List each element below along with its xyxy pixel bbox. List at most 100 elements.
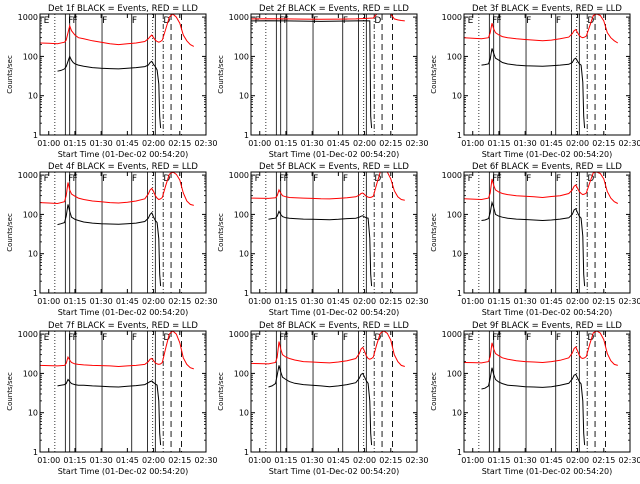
flag-label: F	[492, 174, 497, 184]
flag-label: E	[468, 333, 474, 343]
panel-det-4f: Det 4f BLACK = Events, RED = LLD Counts/s…	[6, 162, 218, 317]
x-tick-label: 01:45	[116, 139, 139, 148]
flag-label: D	[163, 333, 170, 343]
events-series-line	[481, 200, 586, 287]
panel-det-8f: Det 8f BLACK = Events, RED = LLD Counts/s…	[217, 321, 429, 476]
y-tick-label: 100	[234, 210, 249, 219]
x-tick-label: 01:15	[274, 139, 297, 148]
x-tick-label: 02:30	[618, 456, 640, 465]
plot-frame	[39, 330, 207, 453]
x-tick-label: 01:30	[301, 456, 324, 465]
x-tick-label: 01:00	[37, 297, 60, 306]
flag-label: F	[72, 174, 77, 184]
y-tick-label: 10	[28, 409, 38, 418]
y-tick-label: 10	[28, 250, 38, 259]
y-tick-label: 10	[452, 92, 462, 101]
events-series-line	[268, 365, 373, 446]
x-tick-label: 01:45	[540, 139, 563, 148]
plot-frame	[463, 13, 631, 136]
x-tick-label: 02:00	[142, 139, 165, 148]
x-tick-label: 02:15	[168, 139, 191, 148]
flag-label: F	[526, 174, 531, 184]
flag-label: F	[496, 333, 501, 343]
y-tick-label: 1	[244, 289, 249, 298]
flag-label: F	[556, 16, 561, 26]
x-tick-label: 01:15	[487, 456, 510, 465]
y-tick-label: 1000	[442, 330, 462, 339]
y-tick-label: 10	[452, 409, 462, 418]
y-tick-label: 1	[33, 448, 38, 457]
x-tick-label: 01:45	[540, 297, 563, 306]
x-tick-label: 02:15	[592, 456, 615, 465]
events-series-line	[481, 367, 586, 446]
y-axis-label: Counts/sec	[217, 55, 225, 94]
flag-label: E	[468, 16, 474, 26]
y-tick-label: 1000	[229, 330, 249, 339]
x-tick-label: 02:15	[379, 297, 402, 306]
lld-series-line	[251, 172, 405, 201]
y-tick-label: 1000	[18, 330, 38, 339]
x-tick-label: 02:30	[405, 456, 428, 465]
x-tick-label: 01:00	[37, 139, 60, 148]
flag-label: F	[492, 333, 497, 343]
y-tick-label: 10	[239, 409, 249, 418]
x-tick-label: 01:45	[327, 456, 350, 465]
x-tick-label: 02:00	[566, 456, 589, 465]
events-series-line	[268, 210, 373, 287]
flag-label: F	[313, 333, 318, 343]
flag-label: D	[587, 16, 594, 26]
flag-label: F	[526, 333, 531, 343]
y-tick-label: 1	[33, 289, 38, 298]
flag-label: D	[374, 16, 381, 26]
flag-label: F	[279, 174, 284, 184]
x-axis-label: Start Time (01-Dec-02 00:54:20)	[269, 150, 400, 159]
y-tick-label: 100	[234, 369, 249, 378]
panel-title: Det 2f BLACK = Events, RED = LLD	[259, 4, 409, 14]
flag-label: F	[526, 16, 531, 26]
x-tick-label: 01:45	[327, 139, 350, 148]
flag-label: F	[279, 333, 284, 343]
x-axis-label: Start Time (01-Dec-02 00:54:20)	[269, 308, 400, 317]
y-axis-label: Counts/sec	[430, 213, 438, 252]
lld-series-line	[40, 331, 194, 370]
x-tick-label: 01:00	[461, 297, 484, 306]
x-tick-label: 02:30	[194, 456, 217, 465]
panel-det-9f: Det 9f BLACK = Events, RED = LLD Counts/s…	[430, 321, 640, 476]
flag-label: F	[313, 174, 318, 184]
x-tick-label: 02:30	[618, 139, 640, 148]
x-tick-label: 02:15	[592, 297, 615, 306]
y-axis-label: Counts/sec	[430, 372, 438, 411]
y-tick-label: 100	[447, 52, 462, 61]
y-axis-label: Counts/sec	[6, 372, 14, 411]
flag-label: D	[374, 333, 381, 343]
x-tick-label: 02:00	[353, 297, 376, 306]
y-tick-label: 10	[239, 92, 249, 101]
y-tick-label: 1	[244, 131, 249, 140]
x-tick-label: 02:00	[353, 139, 376, 148]
flag-label: F	[492, 16, 497, 26]
panel-title: Det 6f BLACK = Events, RED = LLD	[472, 162, 622, 172]
x-tick-label: 01:30	[90, 297, 113, 306]
lld-series-line	[40, 14, 195, 47]
panel-title: Det 1f BLACK = Events, RED = LLD	[48, 4, 198, 14]
flag-label: F	[132, 333, 137, 343]
flag-label: F	[283, 333, 288, 343]
flag-label: F	[72, 16, 77, 26]
x-tick-label: 01:45	[327, 297, 350, 306]
x-tick-label: 02:00	[142, 456, 165, 465]
x-axis-label: Start Time (01-Dec-02 00:54:20)	[58, 467, 189, 476]
x-tick-label: 02:00	[142, 297, 165, 306]
flag-label: F	[343, 174, 348, 184]
y-tick-label: 1000	[229, 13, 249, 22]
y-tick-label: 1000	[229, 171, 249, 180]
lld-series-line	[251, 14, 405, 22]
y-tick-label: 100	[23, 369, 38, 378]
flag-label: F	[44, 174, 49, 184]
x-tick-label: 01:00	[248, 456, 271, 465]
flag-label: D	[163, 174, 170, 184]
